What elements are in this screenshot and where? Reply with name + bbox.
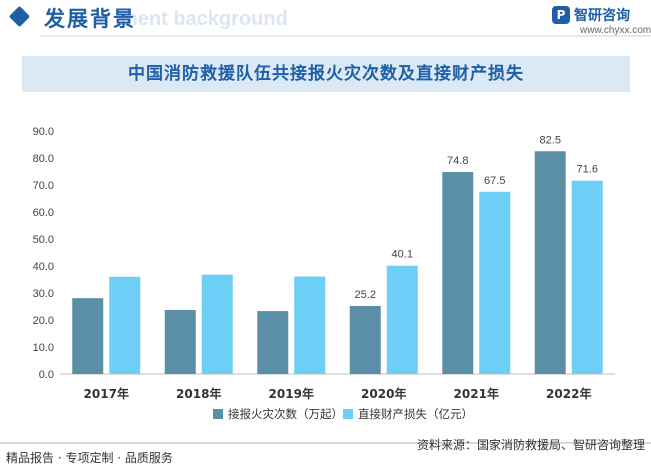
y-tick-label: 80.0 [33,153,54,165]
bar [72,298,104,374]
data-label: 25.2 [355,289,376,301]
y-tick-label: 60.0 [33,207,54,219]
bar [571,180,603,374]
legend-swatch [213,409,223,419]
bar [294,276,326,374]
x-tick-label: 2022年 [546,386,591,401]
y-tick-label: 40.0 [33,261,54,273]
y-tick-label: 0.0 [39,369,54,381]
y-tick-label: 70.0 [33,180,54,192]
bar-chart: 0.0 10.0 20.0 30.0 40.0 50.0 60.0 70.0 80.0 90.0 2… [33,126,615,421]
bar [349,305,381,374]
header-watermark-text: ment background [120,8,288,30]
header-divider [40,35,651,37]
data-label: 74.8 [447,155,468,167]
data-label: 40.1 [392,249,413,261]
brand-logo-icon: P [552,6,570,24]
x-tick-label: 2019年 [269,386,314,401]
data-label: 82.5 [540,134,561,146]
data-label: 71.6 [577,164,598,176]
brand-name: 智研咨询 [574,8,630,24]
y-tick-label: 10.0 [33,342,54,354]
section-header: ment background 发展背景 [0,0,651,38]
bar [201,274,233,374]
footer-slogan: 精品报告 · 专项定制 · 品质服务 [6,451,173,465]
x-tick-label: 2018年 [176,386,221,401]
chart-title: 中国消防救援队伍共接报火灾次数及直接财产损失 [128,64,524,84]
bar [534,151,566,374]
bar [109,276,141,374]
chart-title-band: 中国消防救援队伍共接报火灾次数及直接财产损失 [22,56,630,92]
y-tick-label: 30.0 [33,288,54,300]
x-tick-label: 2020年 [361,386,406,401]
section-title: 发展背景 [44,7,136,31]
x-tick-label: 2021年 [454,386,499,401]
legend-label: 直接财产损失（亿元） [358,407,473,421]
brand-url: www.chyxx.com [580,25,651,36]
bar [442,172,474,374]
bar [257,311,289,374]
legend-label: 接报火灾次数（万起） [228,407,343,421]
y-tick-label: 50.0 [33,234,54,246]
y-tick-label: 90.0 [33,126,54,138]
x-tick-label: 2017年 [84,386,129,401]
footer-source: 资料来源：国家消防救援局、智研咨询整理 [416,438,645,452]
footer-divider [0,442,651,444]
bar [164,310,196,374]
bar [479,191,511,374]
legend-swatch [343,409,353,419]
data-label: 67.5 [484,175,505,187]
y-tick-label: 20.0 [33,315,54,327]
brand-logo: P 智研咨询 www.chyxx.com [552,4,651,40]
bar [386,265,418,374]
